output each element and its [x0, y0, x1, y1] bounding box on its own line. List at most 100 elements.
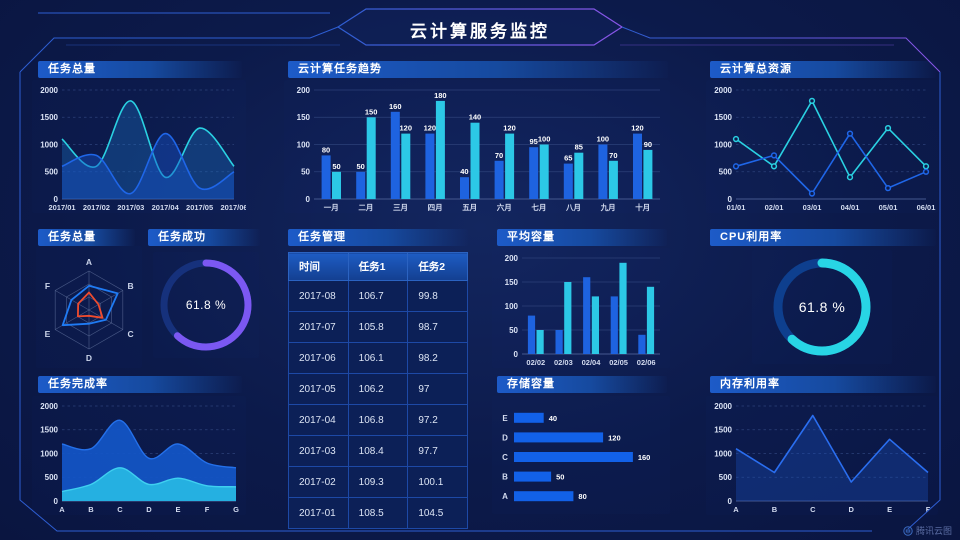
panel-header-cpu-usage: CPU利用率 — [710, 229, 936, 246]
svg-text:B: B — [127, 281, 133, 291]
table-row: 2017-08 106.7 99.8 — [288, 280, 468, 312]
svg-text:B: B — [88, 505, 94, 514]
panel-header-task-table: 任务管理 — [288, 229, 468, 246]
svg-text:50: 50 — [556, 473, 564, 482]
svg-text:五月: 五月 — [462, 203, 477, 212]
svg-text:100: 100 — [505, 302, 519, 311]
page-title: 云计算服务监控 — [410, 22, 550, 41]
svg-text:2017/06: 2017/06 — [220, 203, 246, 212]
svg-text:八月: 八月 — [565, 203, 581, 212]
svg-text:D: D — [848, 505, 854, 514]
svg-text:120: 120 — [399, 124, 412, 133]
svg-text:02/01: 02/01 — [765, 203, 784, 212]
svg-text:02/04: 02/04 — [582, 358, 602, 367]
panel-title: 存储容量 — [507, 378, 555, 390]
svg-text:十月: 十月 — [635, 202, 650, 212]
svg-text:150: 150 — [297, 113, 311, 122]
svg-text:90: 90 — [644, 140, 652, 149]
svg-text:160: 160 — [389, 102, 402, 111]
svg-text:1500: 1500 — [714, 113, 732, 122]
svg-text:65: 65 — [564, 154, 572, 163]
svg-text:F: F — [45, 281, 50, 291]
svg-text:85: 85 — [575, 143, 583, 152]
table-row: 2017-06 106.1 98.2 — [288, 342, 468, 374]
svg-text:0: 0 — [514, 350, 519, 359]
svg-text:500: 500 — [719, 473, 733, 482]
svg-text:2017/01: 2017/01 — [48, 203, 75, 212]
panel-header-storage: 存储容量 — [497, 376, 667, 393]
svg-text:D: D — [86, 353, 92, 363]
table-cell: 105.8 — [347, 311, 409, 343]
svg-text:B: B — [502, 473, 508, 482]
table-cell: 2017-08 — [288, 280, 349, 312]
svg-text:E: E — [45, 329, 51, 339]
table-cell: 108.4 — [347, 435, 409, 467]
svg-text:500: 500 — [45, 168, 59, 177]
svg-text:六月: 六月 — [497, 202, 512, 212]
table-cell: 98.2 — [407, 342, 468, 374]
svg-text:06/01: 06/01 — [917, 203, 936, 212]
table-header-cell: 任务2 — [407, 252, 468, 281]
svg-text:61.8 %: 61.8 % — [799, 299, 846, 315]
svg-text:04/01: 04/01 — [841, 203, 860, 212]
svg-text:四月: 四月 — [428, 203, 443, 212]
panel-header-task-radar: 任务总量 — [38, 229, 135, 246]
panel-header-memory: 内存利用率 — [710, 376, 936, 393]
svg-text:0: 0 — [728, 497, 733, 506]
svg-text:E: E — [887, 505, 892, 514]
svg-text:2000: 2000 — [714, 402, 732, 411]
svg-text:500: 500 — [719, 168, 733, 177]
svg-text:F: F — [205, 505, 210, 514]
table-header-cell: 任务1 — [347, 252, 409, 281]
table-row: 2017-07 105.8 98.7 — [288, 311, 468, 343]
panel-title: 内存利用率 — [720, 378, 780, 390]
panel-header-completion: 任务完成率 — [38, 376, 242, 393]
brand-logo: 腾讯云图 — [903, 524, 952, 537]
storage-hbar-chart: E 40 D 120 C 160 B 50 A 80 — [492, 396, 670, 514]
svg-text:95: 95 — [529, 137, 537, 146]
svg-text:180: 180 — [434, 91, 447, 100]
svg-text:2017/04: 2017/04 — [152, 203, 180, 212]
svg-text:100: 100 — [597, 135, 610, 144]
panel-header-task-trend: 云计算任务趋势 — [288, 61, 668, 78]
svg-text:E: E — [502, 414, 508, 423]
svg-text:1000: 1000 — [714, 140, 732, 149]
task-trend-bar-chart: 0 50 100 150 200 一月 二月 三月 四月 五月 六月 七月 八月 九月 十月 80 50 160 1… — [284, 80, 670, 213]
svg-text:70: 70 — [495, 151, 503, 160]
table-cell: 2017-05 — [288, 373, 349, 405]
svg-text:C: C — [127, 329, 133, 339]
table-cell: 98.7 — [407, 311, 468, 343]
svg-text:02/02: 02/02 — [526, 358, 545, 367]
svg-text:80: 80 — [578, 492, 586, 501]
svg-text:150: 150 — [365, 107, 378, 116]
svg-text:C: C — [810, 505, 816, 514]
task-success-donut: 61.8 % — [153, 252, 259, 358]
svg-text:D: D — [146, 505, 152, 514]
table-cell: 2017-06 — [288, 342, 349, 374]
total-resources-line-chart: 0 500 1000 1500 2000 01/01 02/01 03/01 04/01 05/0… — [706, 80, 938, 213]
table-row: 2017-05 106.2 97 — [288, 373, 468, 405]
svg-text:九月: 九月 — [600, 202, 616, 212]
panel-header-total-resources: 云计算总资源 — [710, 61, 936, 78]
svg-text:三月: 三月 — [393, 203, 408, 212]
svg-text:1500: 1500 — [40, 426, 58, 435]
svg-text:120: 120 — [608, 433, 621, 442]
svg-text:02/06: 02/06 — [637, 358, 656, 367]
svg-text:70: 70 — [609, 151, 617, 160]
task-table-wrap: 时间 任务1 任务2 2017-08 106.7 99.8 2017-07 105.8 98.7… — [288, 252, 468, 529]
svg-text:40: 40 — [460, 167, 468, 176]
completion-stacked-area-chart: 0 500 1000 1500 2000 A B C D E F G — [32, 396, 246, 515]
table-cell: 97 — [407, 373, 468, 405]
svg-text:140: 140 — [469, 113, 482, 122]
svg-text:50: 50 — [301, 168, 310, 177]
svg-text:120: 120 — [424, 124, 437, 133]
svg-text:50: 50 — [332, 162, 340, 171]
svg-text:A: A — [59, 505, 65, 514]
svg-text:C: C — [502, 453, 508, 462]
svg-text:200: 200 — [297, 86, 311, 95]
svg-text:2000: 2000 — [40, 402, 58, 411]
svg-text:100: 100 — [297, 140, 311, 149]
svg-text:100: 100 — [538, 135, 551, 144]
svg-text:120: 120 — [503, 124, 516, 133]
svg-text:61.8 %: 61.8 % — [186, 298, 226, 312]
